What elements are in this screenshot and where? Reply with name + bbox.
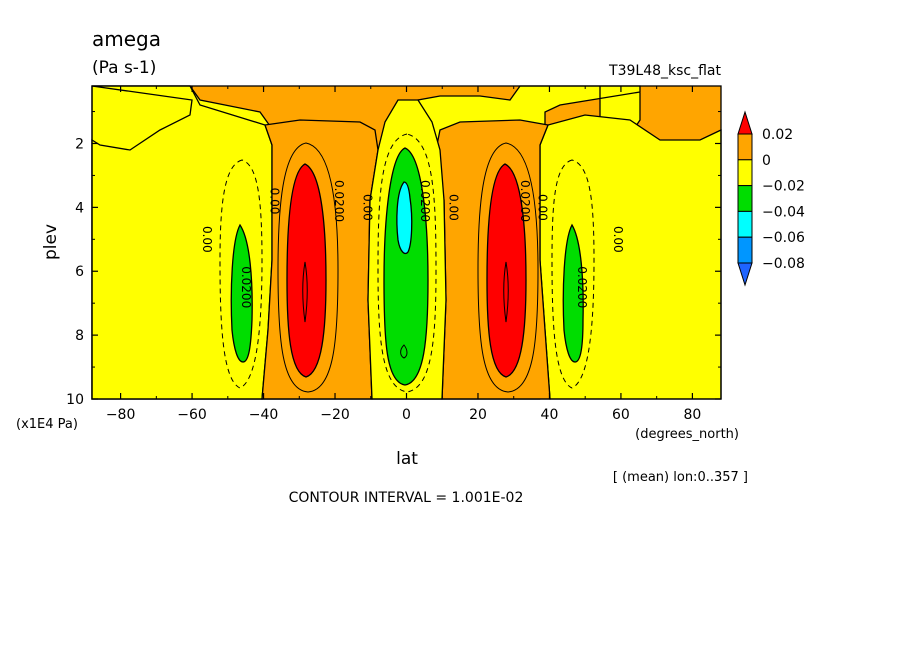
colorbar-segment (737, 236, 753, 264)
y-axis-label: plev (41, 224, 61, 260)
x-tick-label: −60 (177, 407, 207, 423)
x-tick-label: −80 (106, 407, 136, 423)
contour-dashed-left (219, 159, 263, 389)
contour-label: 0.0200 (239, 266, 253, 308)
region-red-right (486, 163, 527, 378)
y-tick-label: 6 (75, 264, 84, 280)
colorbar: 0.02 0 −0.02 −0.04 −0.06 −0.08 (737, 110, 805, 287)
colorbar-bottom-arrow (737, 262, 753, 287)
contour-red-core-left (302, 261, 308, 323)
y-axis: 2 4 6 8 10 (66, 111, 721, 408)
region-cyan-center (396, 181, 413, 255)
contour-label: 0.00 (268, 188, 282, 215)
colorbar-segment (737, 185, 753, 212)
contour-label: 0.0200 (575, 266, 589, 308)
contour-label: 0.00 (200, 226, 214, 253)
colorbar-label: 0 (762, 153, 771, 169)
y-tick-label: 10 (66, 392, 84, 408)
colorbar-top-arrow (737, 110, 753, 135)
contour-ring-right-outer (477, 142, 539, 393)
mean-note: [ (mean) lon:0..357 ] (613, 470, 748, 485)
contour-label: 0.00 (611, 226, 625, 253)
x-tick-label: 60 (612, 407, 630, 423)
y-tick-label: 4 (75, 200, 84, 216)
contour-label: 0.0200 (332, 180, 346, 222)
contour-label: 0.00 (536, 194, 550, 221)
region-green-right (562, 223, 584, 363)
colorbar-label: 0.02 (762, 127, 793, 143)
x-axis-label: lat (396, 449, 418, 469)
colorbar-segment (737, 210, 753, 238)
x-tick-label: −20 (320, 407, 350, 423)
y-tick-label: 8 (75, 328, 84, 344)
colorbar-label: −0.06 (762, 230, 805, 246)
y-tick-label: 2 (75, 136, 84, 152)
contour-labels: 0.00 0.0200 0.00 0.0200 0.00 0.0200 0.00 0.0200… (200, 180, 625, 308)
colorbar-segment (737, 159, 753, 187)
y-axis-units: (x1E4 Pa) (16, 417, 78, 432)
region-green-left (230, 223, 253, 363)
contour-label: 0.00 (361, 194, 375, 221)
plot-area: 0.00 0.0200 0.00 0.0200 0.00 0.0200 0.00 0.0200… (91, 85, 722, 400)
colorbar-label: −0.02 (762, 179, 805, 195)
colorbar-segment (737, 133, 753, 161)
region-green-center (383, 147, 429, 386)
contour-dashed-right (551, 159, 595, 389)
colorbar-label: −0.08 (762, 256, 805, 272)
contour-label: 0.0200 (518, 180, 532, 222)
x-tick-label: 20 (469, 407, 487, 423)
chart-title: amega (92, 27, 161, 51)
contour-ring-left-outer (277, 142, 339, 393)
contour-label: 0.00 (446, 194, 460, 221)
x-tick-label: 80 (683, 407, 701, 423)
x-axis: −80 −60 −40 −20 0 20 40 60 80 (106, 86, 701, 423)
contour-interval: CONTOUR INTERVAL = 1.001E-02 (289, 490, 524, 506)
x-axis-units: (degrees_north) (635, 427, 739, 442)
x-tick-label: 0 (402, 407, 411, 423)
experiment-label: T39L48_ksc_flat (608, 63, 721, 79)
colorbar-label: −0.04 (762, 204, 805, 220)
x-tick-label: −40 (249, 407, 279, 423)
chart-units: (Pa s-1) (92, 58, 156, 78)
x-tick-label: 40 (541, 407, 559, 423)
contour-center-small (400, 344, 408, 359)
contour-red-core-right (503, 261, 509, 323)
contour-label: 0.0200 (418, 180, 432, 222)
